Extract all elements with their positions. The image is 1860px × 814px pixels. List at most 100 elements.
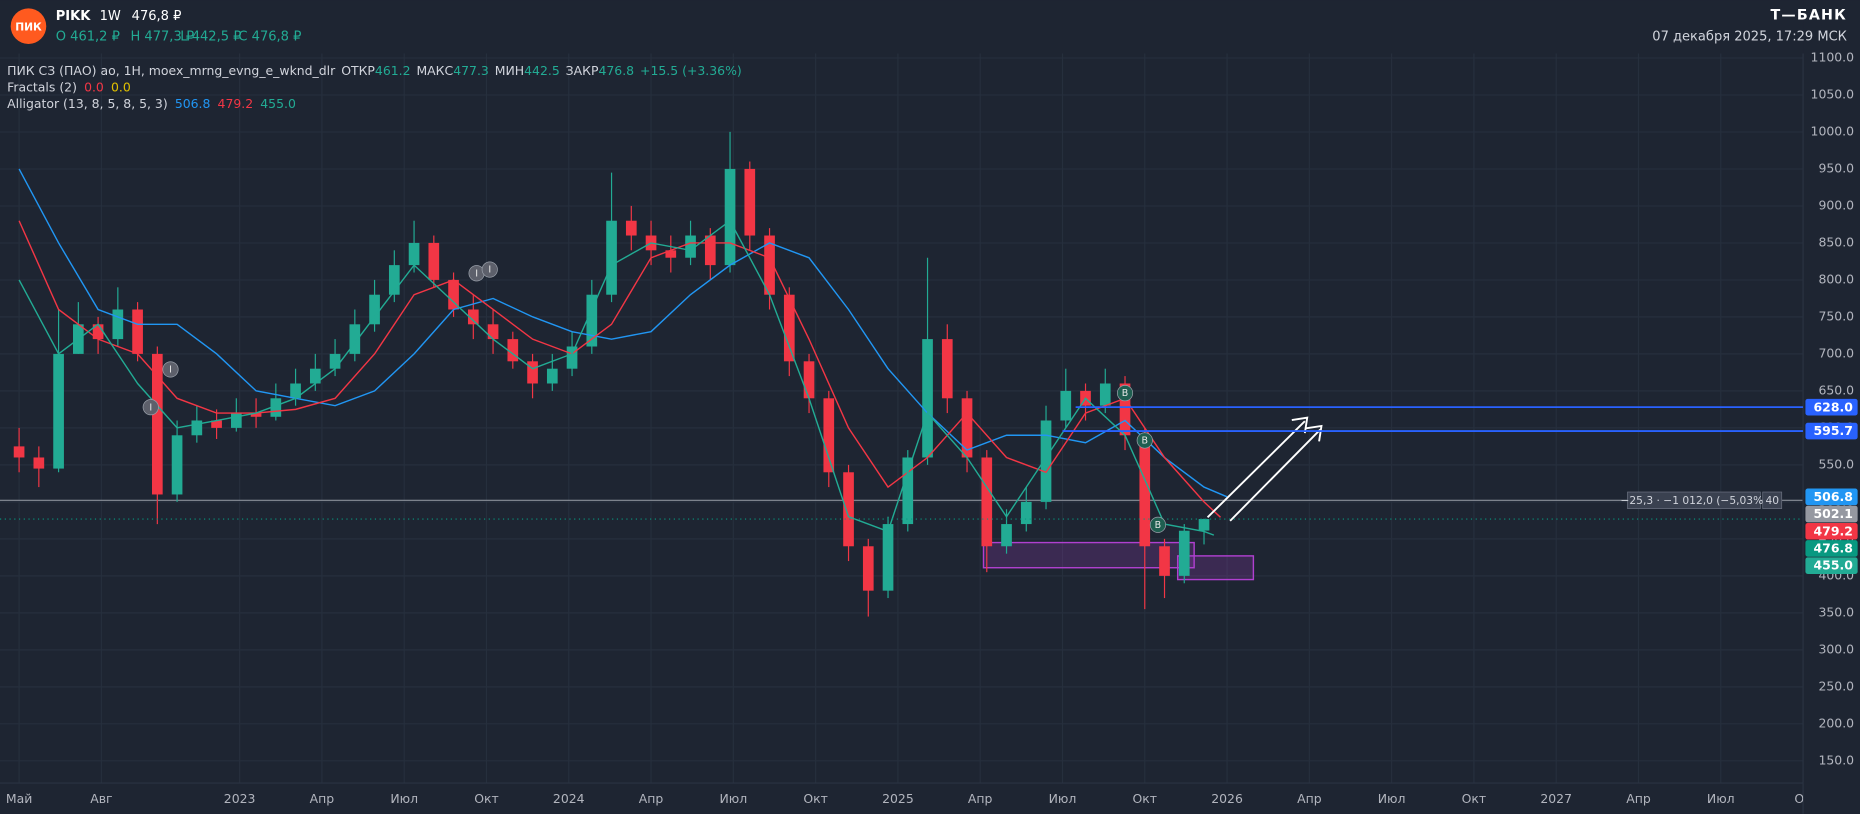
legend: ПИК СЗ (ПАО) ао, 1H, moex_mrng_evng_e_wk…: [7, 63, 742, 111]
ohlc-open: О 461,2 ₽: [56, 29, 120, 44]
x-tick-label: Апр: [310, 791, 335, 806]
measure-box: [1762, 491, 1783, 509]
candle-body: [1159, 546, 1170, 576]
level-badge: [1805, 398, 1858, 416]
zone: [982, 541, 1195, 569]
measure-bars: 40: [1765, 494, 1779, 507]
price-badge: [1805, 522, 1858, 540]
candle-body: [290, 383, 301, 399]
candle-body: [586, 294, 598, 347]
candle-body: [13, 446, 25, 458]
candle-body: [230, 413, 242, 428]
candle-body: [211, 420, 222, 428]
legend-text: МИН: [495, 63, 524, 78]
signal-marker: [1136, 432, 1153, 449]
y-tick-label: 550.0: [1818, 456, 1854, 471]
x-tick-label: Окт: [1462, 791, 1487, 806]
price-badge-label: 455.0: [1814, 558, 1854, 573]
x-tick-label: Июл: [1049, 791, 1077, 806]
candle-body: [309, 368, 321, 384]
datetime: 07 декабря 2025, 17:29 МСК: [1652, 29, 1847, 44]
y-tick-label: 1050.0: [1811, 86, 1855, 101]
arrow-line: [1229, 428, 1321, 522]
arrow-head: [1291, 416, 1309, 434]
signal-label: B: [1142, 436, 1149, 447]
candle-body: [132, 309, 143, 354]
x-tick-label: Апр: [1297, 791, 1322, 806]
candle-body: [843, 472, 854, 547]
x-tick-label: Ок: [1794, 791, 1812, 806]
signal-marker: [142, 399, 159, 416]
signal-marker: [1116, 385, 1134, 402]
legend-text: 479.2: [218, 96, 254, 111]
candle-body: [369, 294, 380, 325]
x-tick-label: Июл: [719, 791, 747, 806]
x-tick-label: Июл: [1378, 791, 1406, 806]
y-tick-label: 750.0: [1818, 308, 1854, 323]
signal-label: I: [169, 365, 172, 376]
candle-body: [566, 346, 578, 369]
y-tick-label: 250.0: [1818, 678, 1854, 693]
x-tick-label: Окт: [1132, 791, 1157, 806]
x-tick-label: Апр: [1626, 791, 1651, 806]
candle-body: [744, 168, 756, 236]
candle-body: [941, 339, 953, 399]
arrow-line: [1206, 420, 1306, 518]
candle-body: [349, 324, 361, 354]
candle-body: [981, 457, 993, 547]
x-tick-label: 2023: [224, 791, 256, 806]
signal-marker: [1149, 516, 1167, 533]
legend-text: 455.0: [260, 96, 296, 111]
level-badge-label: 628.0: [1814, 399, 1854, 414]
candle-body: [1040, 420, 1052, 502]
legend-text: +15.5 (+3.36%): [640, 63, 742, 78]
candle-body: [270, 398, 282, 417]
y-tick-label: 1100.0: [1811, 49, 1855, 64]
interval[interactable]: 1W: [100, 9, 121, 24]
candle-body: [171, 435, 183, 495]
price-badge-label: 502.1: [1814, 506, 1853, 521]
indicator-line: [18, 220, 1221, 518]
y-tick-label: 800.0: [1818, 271, 1854, 286]
legend-text: Fractals (2): [7, 79, 77, 94]
candle-body: [250, 413, 262, 417]
y-tick-label: 900.0: [1818, 197, 1854, 212]
level-badge: [1805, 422, 1858, 440]
candle-body: [961, 398, 973, 458]
ohlc-high: H 477,3 ₽: [130, 29, 194, 44]
ticker[interactable]: PIKK: [56, 9, 91, 24]
candle-body: [665, 250, 677, 258]
x-tick-label: 2027: [1540, 791, 1572, 806]
candle-body: [487, 324, 499, 340]
signal-label: B: [1155, 520, 1162, 531]
price-badge-label: 506.8: [1814, 489, 1853, 504]
legend-text: 477.3: [453, 63, 489, 78]
legend-text: 461.2: [375, 63, 411, 78]
trend-arrow: [1206, 416, 1323, 522]
candle-body: [1001, 524, 1012, 547]
legend-text: 0.0: [84, 79, 104, 94]
signal-label: I: [475, 268, 478, 279]
candle-body: [1139, 435, 1151, 547]
candle-body: [507, 339, 519, 362]
y-tick-label: 950.0: [1818, 160, 1854, 175]
signal-label: I: [149, 402, 152, 413]
x-tick-label: 2024: [553, 791, 585, 806]
candle-body: [428, 242, 440, 280]
brand: Т—БАНК: [1771, 8, 1847, 24]
y-tick-label: 850.0: [1818, 234, 1854, 249]
candle-body: [685, 235, 696, 258]
candle-body: [902, 457, 914, 525]
price-badge: [1805, 505, 1858, 523]
arrow-head: [1305, 424, 1323, 442]
candle-body: [527, 361, 538, 384]
price: 476,8 ₽: [132, 9, 182, 24]
legend-text: 0.0: [111, 79, 131, 94]
candle-body: [33, 457, 45, 469]
candle-body: [823, 398, 835, 473]
legend-text: 442.5: [524, 63, 560, 78]
price-badge-label: 476.8: [1814, 541, 1853, 556]
y-tick-label: 300.0: [1818, 641, 1854, 656]
